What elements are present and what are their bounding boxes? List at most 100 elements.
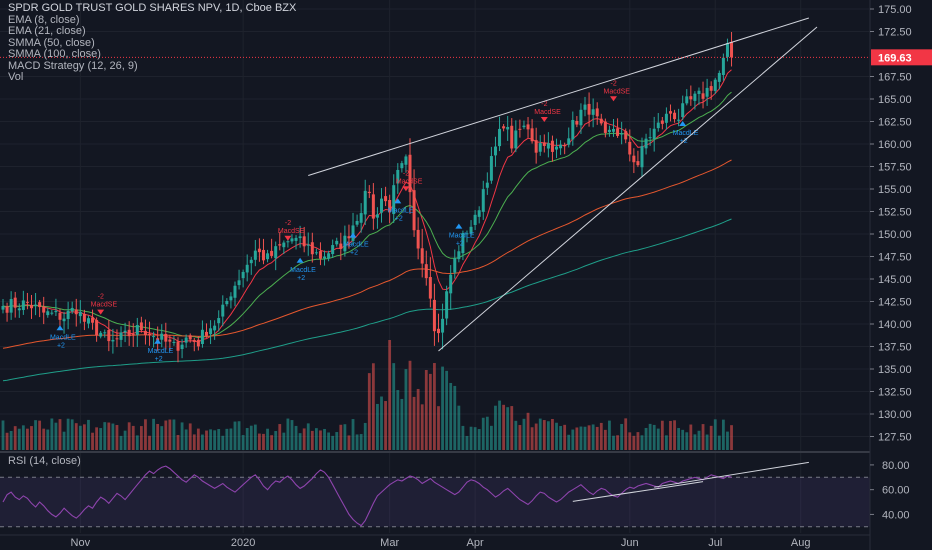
candle[interactable] — [233, 281, 237, 307]
long-entry-signal[interactable]: MacdLE+2 — [290, 257, 316, 282]
candle[interactable] — [730, 32, 734, 67]
study-volume[interactable]: Vol — [8, 71, 24, 83]
candle[interactable] — [164, 322, 168, 350]
candle[interactable] — [697, 87, 701, 105]
candle[interactable] — [180, 339, 184, 359]
candle[interactable] — [314, 248, 318, 256]
candle[interactable] — [107, 319, 111, 352]
rsi-lower-trend-line[interactable] — [572, 481, 704, 502]
candle[interactable] — [465, 230, 469, 243]
candle[interactable] — [432, 283, 436, 346]
candle[interactable] — [25, 292, 29, 310]
candle[interactable] — [603, 118, 607, 138]
candle[interactable] — [371, 183, 375, 230]
candle[interactable] — [445, 285, 449, 326]
trendlines[interactable] — [308, 17, 818, 352]
candle[interactable] — [701, 81, 705, 109]
candle[interactable] — [82, 309, 86, 331]
candle[interactable] — [323, 250, 327, 266]
long-entry-signal[interactable]: MacdLE+2 — [343, 232, 369, 257]
candle[interactable] — [131, 323, 135, 347]
time-tick-label[interactable]: Aug — [791, 537, 811, 549]
price-axis[interactable] — [870, 0, 932, 550]
candle[interactable] — [518, 119, 522, 138]
candle[interactable] — [668, 104, 672, 122]
candle[interactable] — [46, 307, 50, 318]
short-entry-signal[interactable]: MacdSE-2 — [91, 294, 118, 315]
candle[interactable] — [38, 300, 42, 318]
candle[interactable] — [725, 38, 729, 62]
candle[interactable] — [9, 291, 13, 320]
candle[interactable] — [420, 228, 424, 278]
candle[interactable] — [583, 96, 587, 117]
candle[interactable] — [530, 119, 534, 144]
candle[interactable] — [469, 220, 473, 237]
candle[interactable] — [396, 163, 400, 194]
candle[interactable] — [274, 241, 278, 271]
candle[interactable] — [526, 117, 530, 138]
candle[interactable] — [261, 238, 265, 265]
candle[interactable] — [148, 321, 152, 346]
candle[interactable] — [225, 298, 229, 307]
candle[interactable] — [335, 237, 339, 247]
long-entry-signal[interactable]: MacdLE+2 — [449, 223, 475, 248]
candle[interactable] — [388, 194, 392, 224]
candle[interactable] — [587, 92, 591, 127]
candle[interactable] — [188, 333, 192, 343]
wedge-upper-line[interactable] — [308, 17, 810, 176]
symbol-title[interactable]: SPDR GOLD TRUST GOLD SHARES NPV, 1D, Cbo… — [8, 2, 297, 14]
candle[interactable] — [506, 115, 510, 141]
candle[interactable] — [542, 134, 546, 153]
candle[interactable] — [449, 265, 453, 310]
candle[interactable] — [306, 232, 310, 256]
rsi-line[interactable] — [2, 465, 732, 527]
candle[interactable] — [209, 320, 213, 345]
candle[interactable] — [416, 217, 420, 260]
candle[interactable] — [282, 240, 286, 255]
candle[interactable] — [404, 154, 408, 173]
candle[interactable] — [270, 238, 274, 259]
candle[interactable] — [139, 316, 143, 333]
candle[interactable] — [648, 128, 652, 146]
candle[interactable] — [612, 118, 615, 137]
candle[interactable] — [249, 256, 253, 275]
candle[interactable] — [367, 185, 371, 199]
candle[interactable] — [522, 120, 526, 130]
candle[interactable] — [310, 232, 314, 263]
candle[interactable] — [66, 301, 70, 330]
candle[interactable] — [412, 169, 416, 237]
candle[interactable] — [563, 142, 567, 155]
candle[interactable] — [677, 108, 681, 127]
study-ema8[interactable]: EMA (8, close) — [8, 13, 80, 26]
candle[interactable] — [477, 206, 481, 224]
candle[interactable] — [217, 310, 221, 332]
candle[interactable] — [408, 138, 412, 214]
candle[interactable] — [620, 121, 624, 145]
candle[interactable] — [21, 290, 25, 315]
time-tick-label[interactable]: Mar — [380, 537, 399, 549]
candle[interactable] — [636, 150, 640, 168]
candle[interactable] — [213, 320, 217, 340]
candle[interactable] — [95, 317, 99, 342]
candle[interactable] — [176, 337, 180, 363]
candle[interactable] — [575, 116, 579, 128]
candle[interactable] — [111, 328, 115, 354]
candle[interactable] — [253, 239, 257, 267]
candle[interactable] — [644, 133, 648, 155]
short-entry-signal[interactable]: MacdSE-2 — [396, 170, 423, 192]
candle[interactable] — [302, 226, 306, 253]
candle[interactable] — [380, 188, 384, 223]
candle[interactable] — [461, 230, 465, 261]
candle[interactable] — [652, 116, 656, 152]
study-ema21[interactable]: EMA (21, close) — [8, 25, 86, 37]
candle[interactable] — [347, 224, 351, 249]
candle[interactable] — [717, 70, 721, 90]
candle[interactable] — [428, 257, 432, 308]
candle[interactable] — [363, 179, 367, 226]
candle[interactable] — [400, 160, 404, 173]
candle[interactable] — [86, 315, 90, 329]
candle[interactable] — [5, 302, 9, 322]
candle[interactable] — [74, 298, 78, 327]
candle[interactable] — [298, 225, 302, 248]
candle[interactable] — [42, 296, 46, 325]
